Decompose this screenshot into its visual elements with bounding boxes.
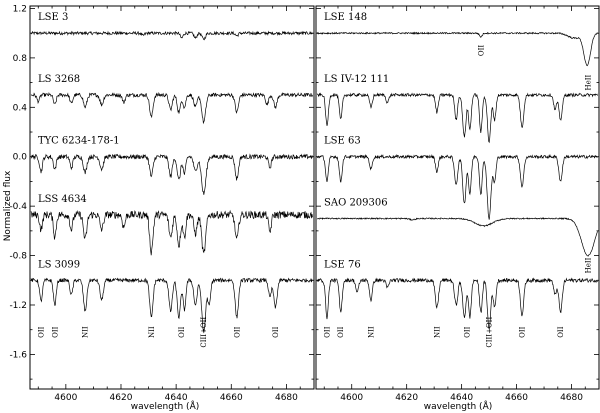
- star-label: LSE 63: [324, 136, 361, 147]
- spectrum-right-2: [316, 153, 598, 220]
- x-tick-label: 4680: [560, 393, 583, 403]
- y-tick-label: -0.4: [9, 202, 27, 212]
- spectral-line-label: OII: [519, 326, 527, 338]
- star-label: LSS 4634: [38, 194, 87, 205]
- spectral-line-label: HeII: [585, 74, 593, 90]
- spectrum-left-0: [30, 30, 313, 41]
- spectral-line-label: HeII: [585, 257, 593, 273]
- spectral-line-label: OII: [178, 326, 186, 338]
- spectrum-right-1: [316, 92, 598, 144]
- spectral-line-label: OII: [477, 45, 485, 57]
- x-tick-label: 4620: [395, 393, 418, 403]
- spectral-line-label: OII: [38, 326, 46, 338]
- x-tick-label: 4600: [340, 393, 363, 403]
- x-axis-label-right: wavelength (Å): [424, 400, 492, 412]
- star-label: LSE 76: [324, 259, 361, 270]
- star-label: SAO 209306: [324, 198, 388, 209]
- panel-frame: [29, 5, 315, 390]
- spectrum-right-3: [317, 217, 598, 257]
- spectral-line-label: OII: [557, 326, 565, 338]
- star-label: LSE 148: [324, 12, 367, 23]
- panel-left: 4600 4620 4640 4660 4680 1.2 0.8 0.4 0.0 -0.4 -0.8…: [9, 4, 315, 403]
- x-tick-label: 4680: [275, 393, 298, 403]
- star-label: TYC 6234-178-1: [38, 136, 120, 147]
- spectral-line-label: OII: [323, 326, 331, 338]
- spectral-line-label: OII: [51, 326, 59, 338]
- spectrum-left-4: [30, 277, 313, 333]
- spectral-line-label: CIII+OII: [486, 317, 494, 348]
- x-axis-label-left: wavelength (Å): [131, 400, 199, 412]
- spectrum-left-3: [30, 209, 313, 256]
- spectrum-right-0: [316, 31, 598, 67]
- x-tick-label: 4620: [110, 393, 133, 403]
- x-tick-label: 4640: [450, 393, 473, 403]
- star-label: LS 3268: [38, 74, 80, 85]
- spectral-line-label: NII: [367, 326, 375, 338]
- spectral-line-label: NII: [433, 326, 441, 338]
- spectrum-right-4: [316, 277, 598, 331]
- spectral-line-label: OII: [337, 326, 345, 338]
- y-axis-label: Normalized flux: [3, 170, 13, 241]
- star-label: LS IV-12 111: [324, 74, 389, 85]
- star-label: LSE 3: [38, 12, 68, 23]
- x-tick-label: 4600: [54, 393, 77, 403]
- spectral-line-label: NII: [82, 326, 90, 338]
- spectral-line-label: OII: [233, 326, 241, 338]
- y-tick-label: 0.4: [13, 103, 28, 113]
- y-tick-label: 0.8: [13, 54, 28, 64]
- spectral-line-label: CIII+OII: [200, 317, 208, 348]
- spectral-line-label: OII: [272, 326, 280, 338]
- x-tick-label: 4660: [220, 393, 243, 403]
- x-tick-label: 4640: [165, 393, 188, 403]
- y-tick-label: -1.6: [9, 350, 27, 360]
- panel-right: 4600 4620 4640 4660 4680 LSE 148 LS IV-12 111 L…: [315, 5, 600, 403]
- spectrum-left-2: [30, 153, 313, 195]
- spectral-line-label: OII: [464, 326, 472, 338]
- y-tick-label: -1.2: [9, 301, 27, 311]
- panel-frame: [315, 5, 600, 390]
- spectral-line-label: NII: [148, 326, 156, 338]
- y-tick-label: 1.2: [13, 4, 27, 14]
- star-label: LS 3099: [38, 259, 80, 270]
- y-tick-label: -0.8: [9, 252, 27, 262]
- y-tick-label: 0.0: [13, 153, 28, 163]
- spectrum-left-1: [30, 91, 313, 125]
- x-tick-label: 4660: [505, 393, 528, 403]
